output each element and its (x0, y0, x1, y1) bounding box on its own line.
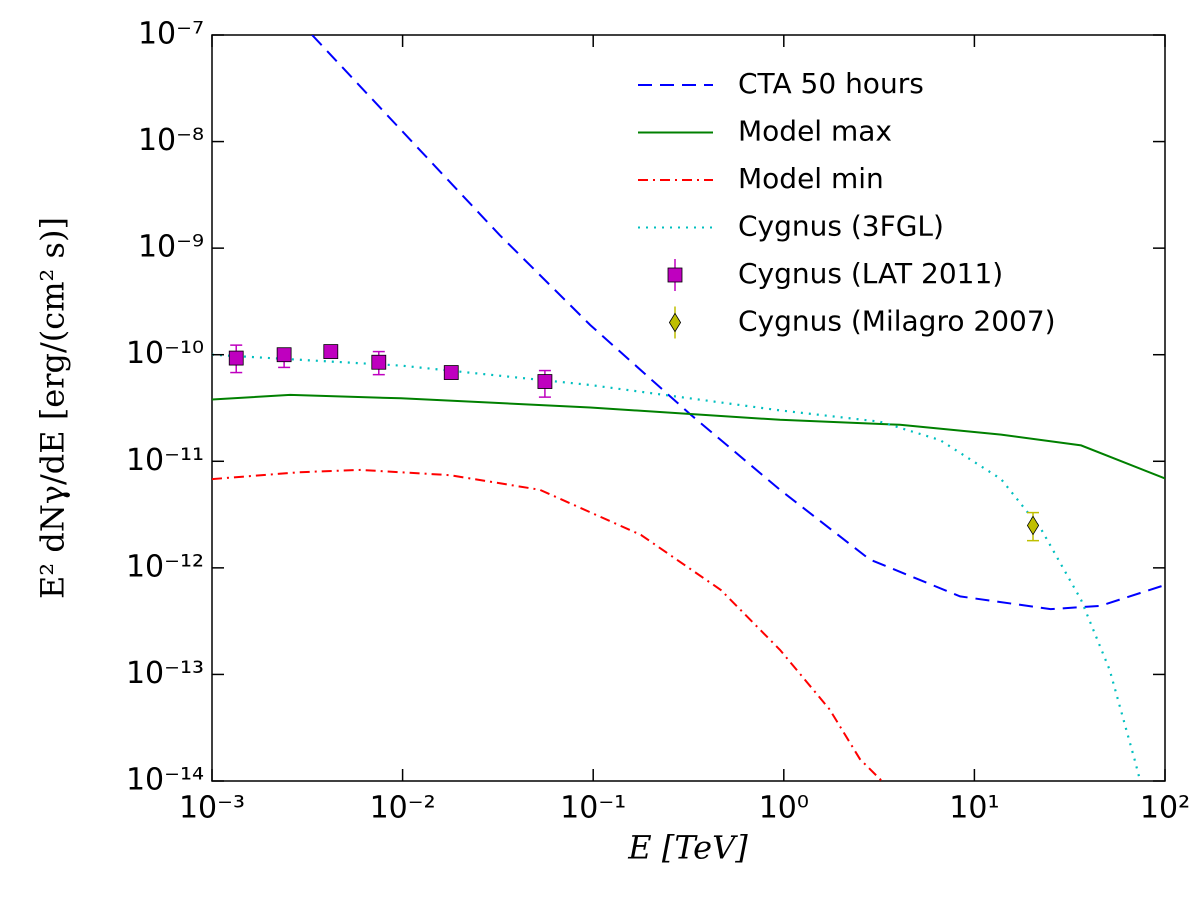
legend-label: CTA 50 hours (738, 67, 924, 100)
marker (371, 354, 387, 370)
legend-label: Cygnus (Milagro 2007) (738, 305, 1056, 338)
x-tick-label: 10⁻³ (179, 791, 245, 826)
legend-label: Cygnus (3FGL) (738, 210, 944, 243)
plot-area (212, 35, 1165, 781)
line (212, 468, 883, 781)
marker (276, 347, 292, 363)
legend-label: Cygnus (LAT 2011) (738, 257, 1003, 290)
x-tick-label: 10⁰ (759, 791, 809, 826)
marker (1026, 515, 1040, 536)
y-tick-label: 10⁻¹³ (126, 656, 204, 691)
marker (443, 365, 459, 380)
y-tick-label: 10⁻⁸ (138, 123, 204, 158)
marker (667, 267, 683, 283)
x-tick-label: 10¹ (949, 791, 999, 826)
line (311, 35, 1165, 611)
marker (537, 374, 553, 389)
marker (668, 312, 682, 333)
y-tick-label: 10⁻⁷ (138, 17, 204, 52)
y-tick-label: 10⁻¹² (126, 549, 204, 584)
y-tick-label: 10⁻¹⁰ (126, 336, 204, 371)
plot-frame (211, 34, 1166, 782)
x-tick-label: 10⁻² (370, 791, 436, 826)
y-tick-label: 10⁻⁹ (138, 230, 204, 265)
line (212, 393, 1165, 480)
y-tick-label: 10⁻¹⁴ (126, 763, 204, 798)
y-tick-label: 10⁻¹¹ (126, 443, 204, 478)
marker (323, 344, 339, 359)
y-axis-label: E² dNγ/dE [erg/(cm² s)] (34, 217, 72, 599)
x-tick-label: 10² (1140, 791, 1190, 826)
x-axis-label: E [TeV] (627, 829, 748, 867)
x-tick-label: 10⁻¹ (560, 791, 626, 826)
legend-label: Model min (738, 162, 884, 195)
legend-label: Model max (738, 115, 892, 148)
marker (228, 350, 244, 366)
